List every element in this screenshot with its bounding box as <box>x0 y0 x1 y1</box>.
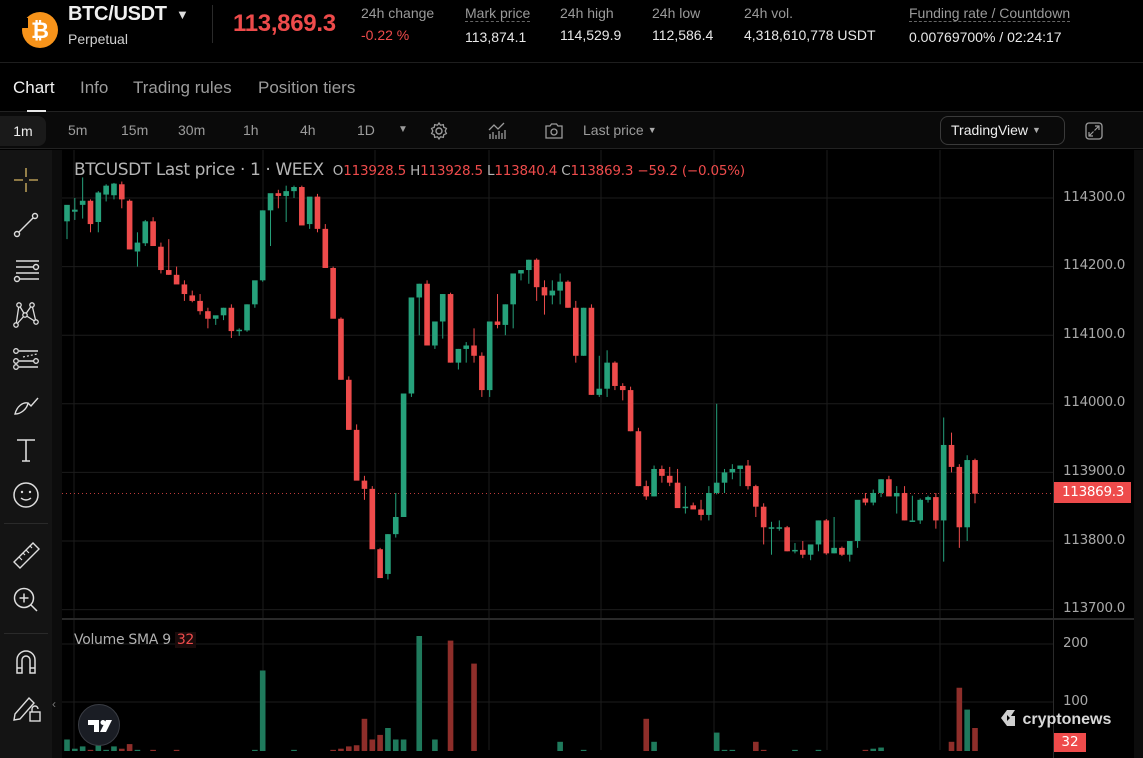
crosshair-tool[interactable] <box>6 162 46 198</box>
price-tick: 113700.0 <box>1063 600 1126 616</box>
brush-icon <box>14 397 39 415</box>
price-axis[interactable] <box>1053 150 1143 758</box>
interval-1d[interactable]: 1D <box>357 122 375 138</box>
horizontal-lines-icon <box>13 260 40 283</box>
fib-retracement-tool[interactable] <box>6 342 46 378</box>
ohlc-values: O113928.5 H113928.5 L113840.4 C113869.3 … <box>332 163 745 179</box>
volume-tick: 100 <box>1063 693 1088 709</box>
stat-funding-rate[interactable]: Funding rate / Countdown 0.00769700% / 0… <box>909 5 1071 45</box>
toolbar-edge <box>52 150 62 758</box>
horizontal-lines-tool[interactable] <box>6 252 46 288</box>
interval-15m[interactable]: 15m <box>121 122 149 138</box>
zoom-in-tool[interactable] <box>6 582 46 618</box>
interval-4h[interactable]: 4h <box>300 122 316 138</box>
tradingview-logo-icon <box>88 720 112 732</box>
price-tick: 113900.0 <box>1063 463 1126 479</box>
ruler-icon <box>13 542 40 569</box>
volume-sma-value: 32 <box>174 632 197 648</box>
text-icon <box>17 439 35 462</box>
trend-line-tool[interactable] <box>6 207 46 243</box>
text-tool[interactable] <box>6 432 46 468</box>
ruler-tool[interactable] <box>6 537 46 573</box>
tab-bar: Chart Info Trading rules Position tiers <box>0 62 1143 112</box>
tab-trading-rules[interactable]: Trading rules <box>133 78 232 97</box>
tradingview-logo[interactable] <box>78 704 120 746</box>
trend-line-icon <box>13 212 39 238</box>
caret-down-icon: ▼ <box>647 125 657 135</box>
current-volume-label: 32 <box>1054 733 1086 752</box>
pattern-tool[interactable] <box>6 297 46 333</box>
interval-5m[interactable]: 5m <box>68 122 88 138</box>
settings-gear-icon[interactable] <box>429 121 449 141</box>
tab-position-tiers[interactable]: Position tiers <box>258 78 356 97</box>
view-mode-dropdown[interactable]: TradingView ▼ <box>940 116 1065 145</box>
interval-30m[interactable]: 30m <box>178 122 206 138</box>
stat-24h-volume: 24h vol. 4,318,610,778 USDT <box>744 5 876 43</box>
fullscreen-icon[interactable] <box>1084 121 1104 141</box>
toolbar-divider <box>4 523 48 524</box>
price-tick: 113800.0 <box>1063 532 1126 548</box>
more-intervals-caret-icon[interactable]: ▼ <box>398 124 408 135</box>
price-tick: 114300.0 <box>1063 189 1126 205</box>
stat-24h-low: 24h low 112,586.4 <box>652 5 714 43</box>
drawing-toolbar <box>0 150 52 758</box>
caret-down-icon: ▼ <box>1032 125 1041 135</box>
interval-1m[interactable]: 1m <box>0 116 46 146</box>
chart-toolbar: 1m 5m 15m 30m 1h 4h 1D ▼ Last price ▼ Tra… <box>0 112 1143 149</box>
price-type-dropdown[interactable]: Last price ▼ <box>583 122 657 138</box>
magnet-icon <box>16 650 36 674</box>
lock-drawings-tool[interactable] <box>6 689 46 725</box>
toolbar-divider <box>4 633 48 634</box>
emoji-tool[interactable] <box>6 477 46 513</box>
header-divider <box>212 5 213 43</box>
chart-legend: BTCUSDT Last price · 1 · WEEX O113928.5 … <box>74 160 745 180</box>
collapse-toolbar-chevron-icon[interactable]: ‹ <box>52 697 56 711</box>
interval-1h[interactable]: 1h <box>243 122 259 138</box>
magnet-tool[interactable] <box>6 644 46 680</box>
market-header: ₿ BTC/USDT ▼ Perpetual 113,869.3 24h cha… <box>0 0 1143 60</box>
stat-24h-high: 24h high 114,529.9 <box>560 5 622 43</box>
price-tick: 114100.0 <box>1063 326 1126 342</box>
current-price-label: 113869.3 <box>1054 482 1131 503</box>
stat-mark-price[interactable]: Mark price 113,874.1 <box>465 5 531 45</box>
scrollbar-strip[interactable] <box>1134 150 1143 758</box>
tab-info[interactable]: Info <box>80 78 109 97</box>
contract-type: Perpetual <box>68 31 128 47</box>
bitcoin-icon: ₿ <box>16 12 58 48</box>
emoji-icon <box>13 482 39 508</box>
tab-chart[interactable]: Chart <box>13 78 55 97</box>
chart-symbol-title: BTCUSDT Last price · 1 · WEEX <box>74 160 324 180</box>
pattern-icon <box>13 302 39 328</box>
svg-text:₿: ₿ <box>31 18 49 43</box>
volume-tick: 200 <box>1063 635 1088 651</box>
active-tab-underline <box>27 110 46 112</box>
volume-legend: Volume SMA 9 32 <box>74 632 197 648</box>
pair-dropdown-caret-icon[interactable]: ▼ <box>176 7 189 22</box>
crosshair-icon <box>14 168 38 192</box>
stat-24h-change: 24h change -0.22 % <box>361 5 435 43</box>
cryptonews-logo-icon <box>1001 710 1015 726</box>
brush-tool[interactable] <box>6 387 46 423</box>
indicators-icon[interactable] <box>487 121 507 141</box>
price-tick: 114200.0 <box>1063 257 1126 273</box>
cryptonews-watermark: cryptonews <box>998 709 1111 729</box>
fib-retracement-icon <box>13 348 39 370</box>
screenshot-camera-icon[interactable] <box>544 121 564 141</box>
zoom-in-icon <box>13 587 38 612</box>
pair-name[interactable]: BTC/USDT <box>68 3 167 25</box>
lock-drawings-icon <box>13 696 41 722</box>
price-tick: 114000.0 <box>1063 394 1126 410</box>
candlestick-chart[interactable] <box>62 150 1143 758</box>
last-price: 113,869.3 <box>233 10 336 37</box>
